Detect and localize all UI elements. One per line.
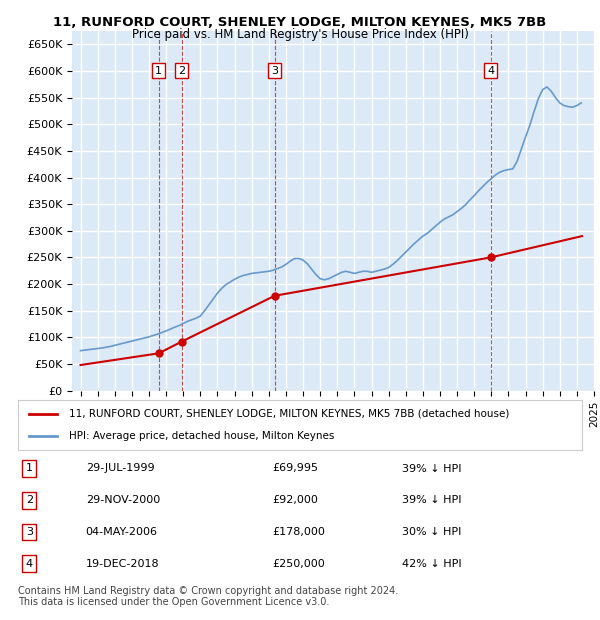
Text: 30% ↓ HPI: 30% ↓ HPI (401, 527, 461, 537)
Text: 1: 1 (155, 66, 162, 76)
Text: £178,000: £178,000 (272, 527, 325, 537)
Text: 4: 4 (487, 66, 494, 76)
Text: 04-MAY-2006: 04-MAY-2006 (86, 527, 158, 537)
Text: 42% ↓ HPI: 42% ↓ HPI (401, 559, 461, 569)
Text: 19-DEC-2018: 19-DEC-2018 (86, 559, 160, 569)
Text: HPI: Average price, detached house, Milton Keynes: HPI: Average price, detached house, Milt… (69, 431, 334, 441)
Text: 4: 4 (26, 559, 33, 569)
Text: 39% ↓ HPI: 39% ↓ HPI (401, 464, 461, 474)
Text: Contains HM Land Registry data © Crown copyright and database right 2024.: Contains HM Land Registry data © Crown c… (18, 586, 398, 596)
Text: This data is licensed under the Open Government Licence v3.0.: This data is licensed under the Open Gov… (18, 597, 329, 607)
Text: 11, RUNFORD COURT, SHENLEY LODGE, MILTON KEYNES, MK5 7BB (detached house): 11, RUNFORD COURT, SHENLEY LODGE, MILTON… (69, 409, 509, 419)
Text: 1: 1 (26, 464, 33, 474)
Text: 2: 2 (178, 66, 185, 76)
Text: £69,995: £69,995 (272, 464, 318, 474)
Text: 29-JUL-1999: 29-JUL-1999 (86, 464, 154, 474)
Text: 3: 3 (26, 527, 33, 537)
Text: 2: 2 (26, 495, 33, 505)
Text: £92,000: £92,000 (272, 495, 317, 505)
Text: 11, RUNFORD COURT, SHENLEY LODGE, MILTON KEYNES, MK5 7BB: 11, RUNFORD COURT, SHENLEY LODGE, MILTON… (53, 16, 547, 29)
Text: 39% ↓ HPI: 39% ↓ HPI (401, 495, 461, 505)
Text: £250,000: £250,000 (272, 559, 325, 569)
Text: 29-NOV-2000: 29-NOV-2000 (86, 495, 160, 505)
Text: 3: 3 (271, 66, 278, 76)
Text: Price paid vs. HM Land Registry's House Price Index (HPI): Price paid vs. HM Land Registry's House … (131, 28, 469, 41)
